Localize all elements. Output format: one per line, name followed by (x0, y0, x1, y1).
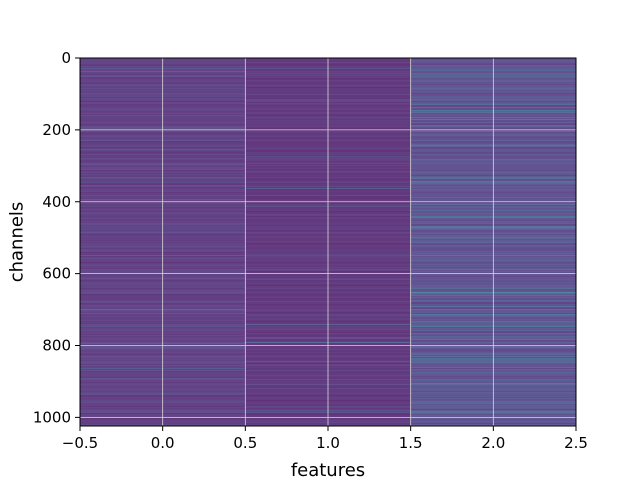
x-axis-label: features (291, 460, 365, 480)
plot-area (79, 57, 577, 427)
x-tick-label: 2.5 (564, 434, 588, 452)
y-tick-label: 200 (42, 121, 71, 139)
y-tick-label: 400 (42, 193, 71, 211)
x-tick-label: 2.0 (481, 434, 505, 452)
y-tick-label: 1000 (33, 408, 71, 426)
x-tick-label: −0.5 (62, 434, 98, 452)
x-tick-label: 0.0 (151, 434, 175, 452)
y-axis: 0 200 400 600 800 1000 (33, 49, 80, 426)
x-tick-label: 0.5 (233, 434, 257, 452)
y-tick-label: 0 (61, 49, 71, 67)
y-tick-label: 600 (42, 265, 71, 283)
y-tick-label: 800 (42, 337, 71, 355)
y-axis-label: channels (6, 202, 27, 283)
x-tick-label: 1.0 (316, 434, 340, 452)
x-axis: −0.5 0.0 0.5 1.0 1.5 2.0 2.5 (62, 426, 588, 452)
x-tick-label: 1.5 (399, 434, 423, 452)
